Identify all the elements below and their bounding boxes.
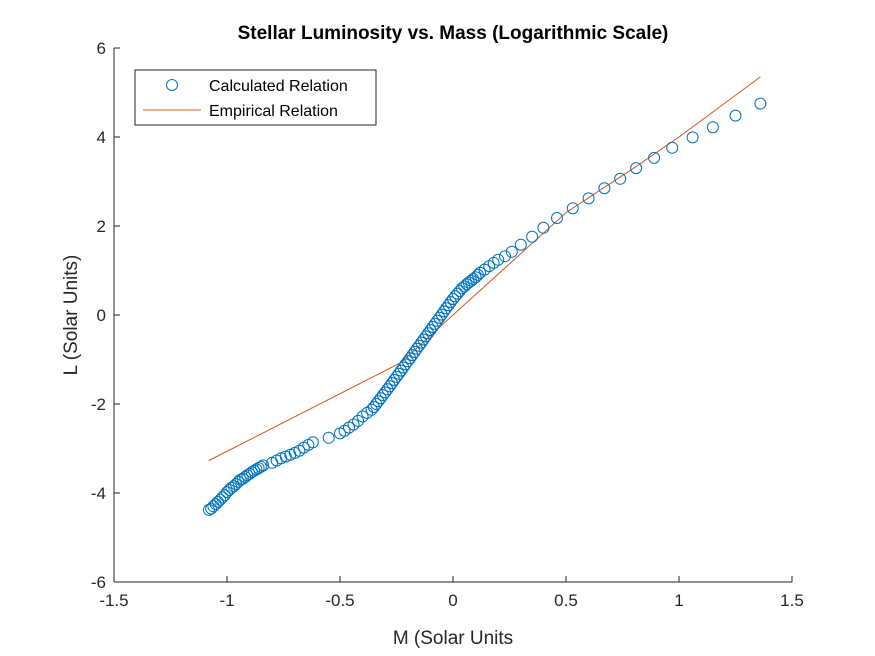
x-axis-label: M (Solar Units: [393, 628, 513, 649]
calculated-point: [551, 212, 563, 224]
x-tick-label: -1.5: [99, 591, 128, 610]
calculated-point: [227, 480, 240, 493]
y-tick-label: 4: [97, 128, 106, 147]
y-ticks: -6 -4 -2 0 2 4 6: [91, 39, 120, 592]
calculated-point: [706, 121, 719, 134]
y-tick-label: 0: [97, 306, 106, 325]
calculated-point: [426, 321, 439, 333]
calculated-point: [419, 330, 432, 343]
chart-title: Stellar Luminosity vs. Mass (Logarithmic…: [238, 23, 669, 44]
calculated-point: [207, 500, 220, 513]
calculated-point: [458, 280, 471, 293]
calculated-point: [205, 502, 218, 515]
series-calculated-relation: [202, 97, 767, 516]
calculated-point: [395, 364, 407, 377]
calculated-point: [347, 418, 360, 431]
calculated-point: [214, 493, 227, 506]
calculated-point: [505, 245, 518, 258]
calculated-point: [614, 172, 627, 185]
calculated-point: [729, 109, 742, 122]
calculated-point: [306, 436, 319, 449]
calculated-point: [471, 268, 484, 281]
x-tick-label: 1.5: [780, 591, 804, 610]
y-tick-label: -2: [91, 395, 106, 414]
calculated-point: [257, 459, 270, 472]
calculated-point: [686, 131, 699, 144]
calculated-point: [372, 395, 385, 408]
calculated-point: [413, 339, 426, 352]
legend-empirical-label: Empirical Relation: [209, 103, 338, 120]
calculated-point: [352, 414, 365, 427]
calculated-point: [666, 141, 679, 154]
calculated-point: [383, 380, 396, 393]
calculated-point: [417, 333, 430, 346]
calculated-point: [514, 238, 527, 251]
x-tick-label: -0.5: [325, 591, 354, 610]
calculated-point: [442, 299, 455, 312]
x-tick-label: -1: [219, 591, 234, 610]
calculated-point: [428, 317, 441, 330]
calculated-point: [386, 377, 398, 390]
calculated-point: [408, 345, 421, 358]
calculated-point: [388, 374, 401, 386]
calculated-point: [431, 314, 444, 327]
legend-box: [134, 69, 377, 126]
calculated-point: [401, 355, 414, 368]
calculated-point: [399, 358, 412, 371]
calculated-point: [499, 250, 511, 263]
x-tick-label: 1: [674, 591, 683, 610]
calculated-point: [754, 97, 767, 110]
calculated-point: [406, 349, 419, 362]
calculated-point: [209, 498, 222, 511]
legend: Calculated Relation Empirical Relation: [134, 69, 377, 126]
x-ticks: -1.5 -1 -0.5 0 0.5 1 1.5: [99, 576, 804, 610]
legend-calculated-marker: [166, 79, 178, 91]
calculated-point: [467, 273, 480, 285]
y-tick-label: -4: [91, 484, 106, 503]
legend-calculated-label: Calculated Relation: [209, 78, 348, 95]
calculated-point: [438, 305, 450, 318]
x-tick-label: 0: [448, 591, 457, 610]
calculated-point: [410, 342, 423, 355]
calculated-point: [492, 253, 505, 266]
calculated-point: [440, 302, 453, 315]
calculated-point: [322, 431, 335, 444]
calculated-point: [381, 383, 394, 396]
calculated-point: [424, 324, 437, 337]
calculated-point: [469, 271, 482, 284]
calculated-point: [648, 151, 661, 164]
calculated-point: [392, 367, 405, 380]
calculated-point: [254, 460, 267, 473]
calculated-point: [212, 495, 224, 508]
calculated-point: [566, 202, 579, 215]
x-tick-label: 0.5: [554, 591, 578, 610]
y-axis-label: L (Solar Units): [61, 255, 82, 376]
calculated-point: [598, 182, 611, 195]
calculated-point: [356, 410, 369, 423]
calculated-point: [404, 352, 417, 365]
y-tick-label: -6: [91, 573, 106, 592]
calculated-point: [433, 311, 446, 324]
calculated-point: [397, 361, 410, 374]
calculated-point: [526, 230, 539, 243]
calculated-point: [537, 221, 550, 234]
calculated-point: [415, 336, 428, 349]
calculated-point: [630, 162, 643, 175]
y-tick-label: 2: [97, 217, 106, 236]
y-tick-label: 6: [97, 39, 106, 58]
calculated-point: [390, 370, 403, 383]
calculated-point: [453, 285, 466, 297]
calculated-point: [435, 308, 448, 321]
calculated-point: [582, 192, 595, 205]
calculated-point: [379, 386, 392, 399]
calculated-point: [422, 327, 435, 340]
